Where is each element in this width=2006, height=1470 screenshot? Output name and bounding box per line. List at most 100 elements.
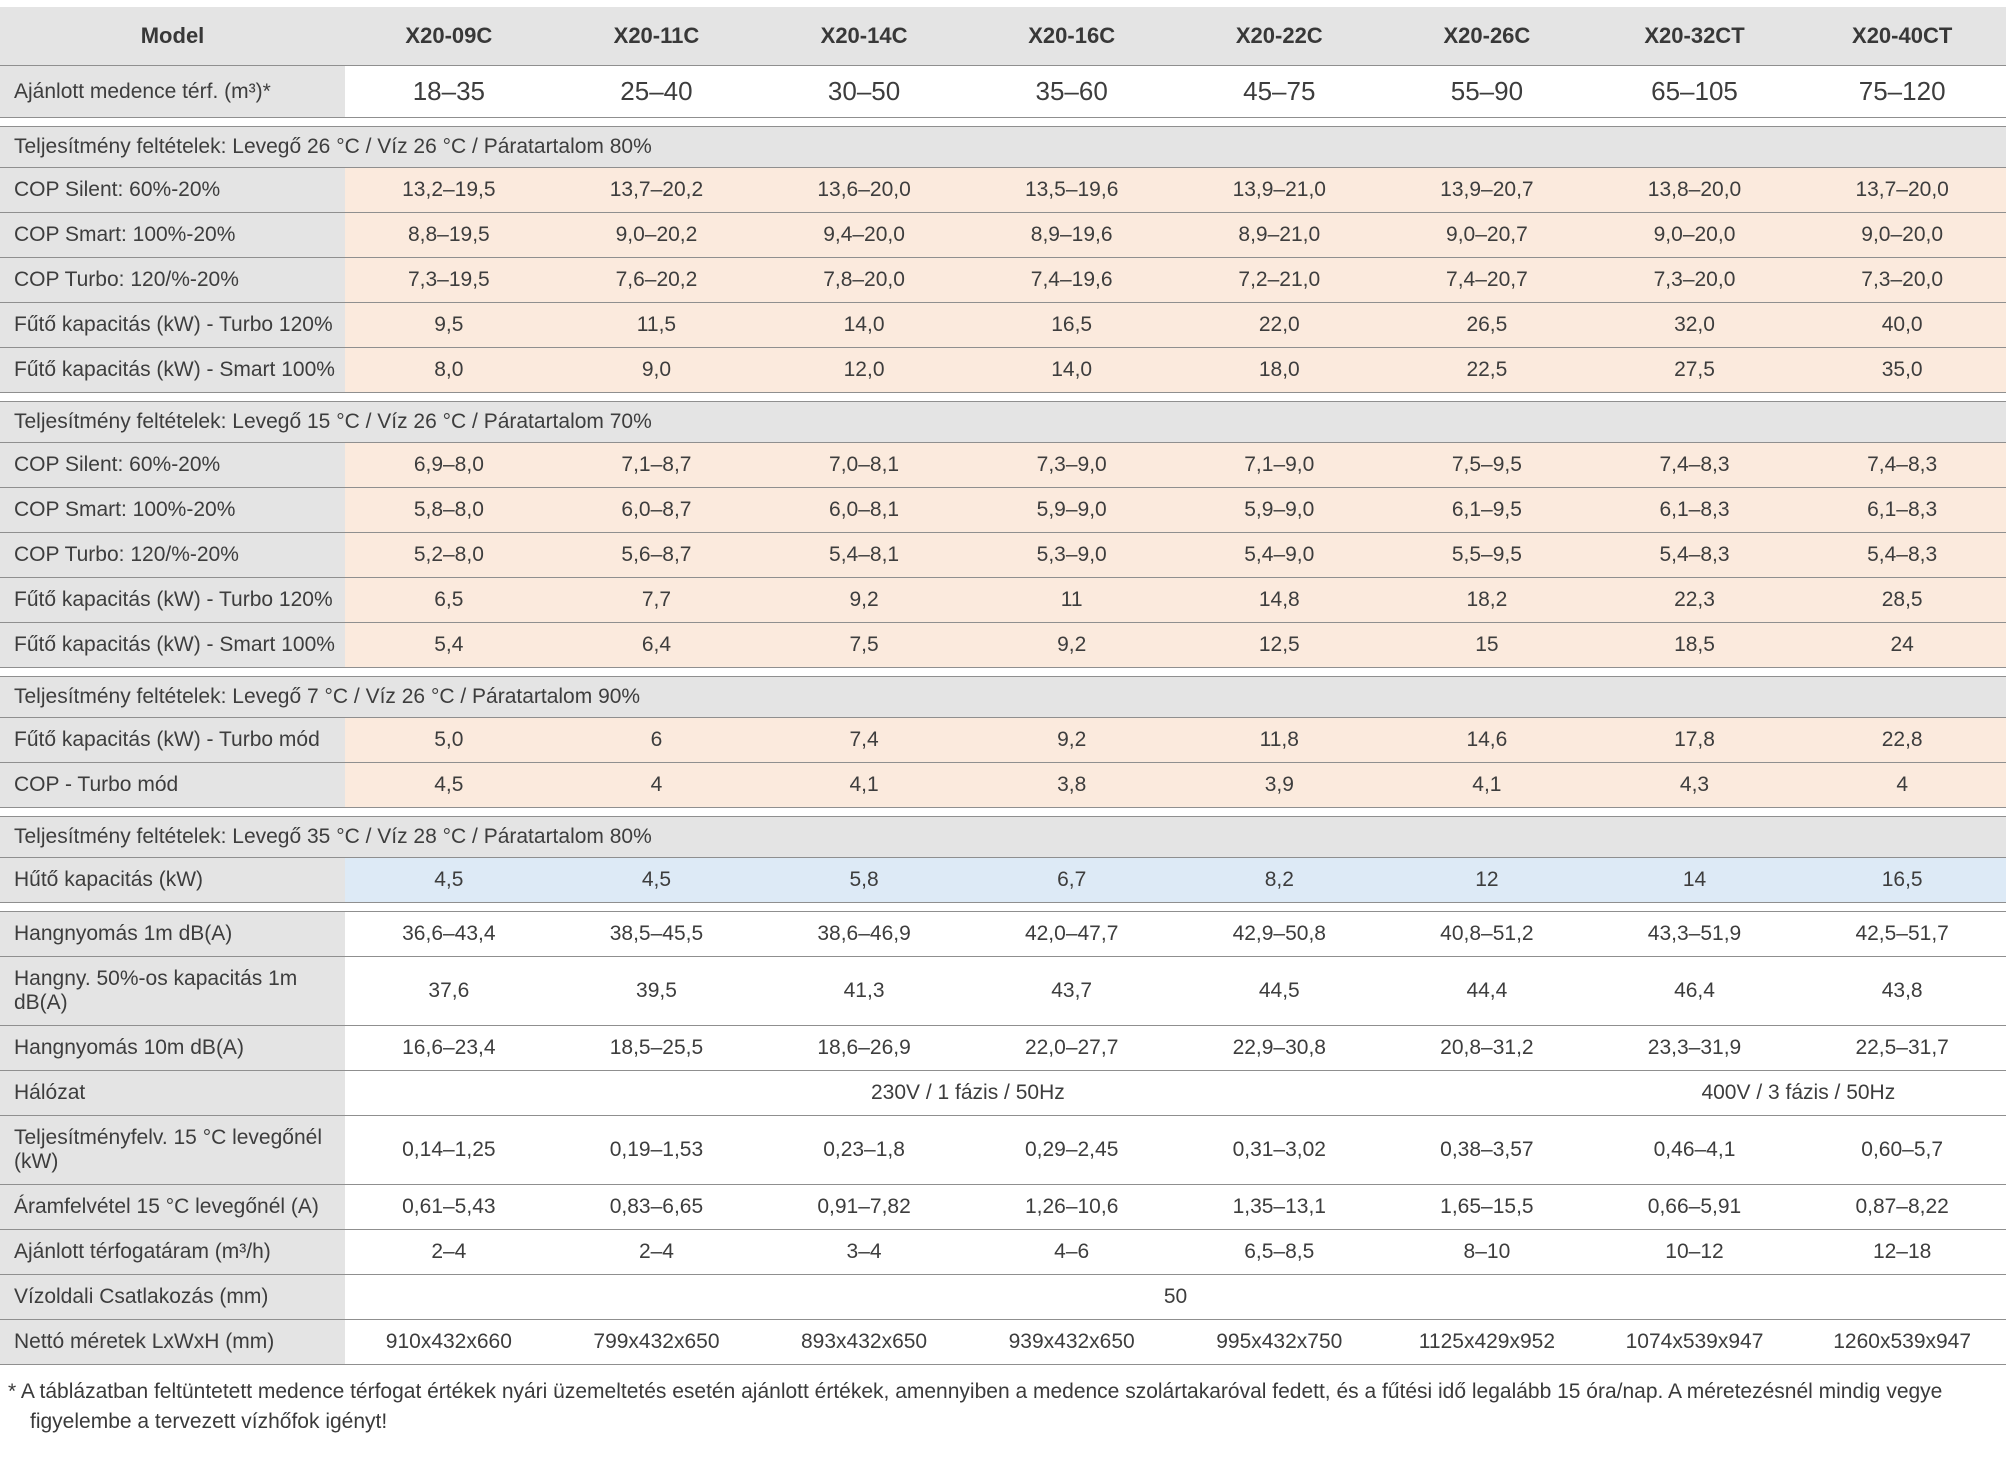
row-label: Ajánlott térfogatáram (m³/h): [0, 1229, 346, 1275]
spec-value: 6,5: [345, 577, 553, 623]
footnote: * A táblázatban feltüntetett medence tér…: [8, 1380, 1943, 1434]
spec-value: 7,3–19,5: [345, 257, 553, 303]
model-header-row: Model X20-09C X20-11C X20-14C X20-16C X2…: [0, 7, 2006, 66]
spec-value: 45–75: [1175, 65, 1384, 118]
spec-value: 11: [967, 577, 1176, 623]
spec-value: 4,3: [1590, 762, 1799, 808]
spec-value: 6,1–8,3: [1798, 487, 2006, 533]
spec-value: 38,5–45,5: [552, 911, 761, 957]
spec-value: 24: [1798, 622, 2006, 668]
spec-value: 0,31–3,02: [1175, 1115, 1384, 1185]
spec-value: 22,0–27,7: [967, 1025, 1176, 1071]
spec-value: 1074x539x947: [1590, 1319, 1799, 1365]
spec-value: 0,38–3,57: [1383, 1115, 1591, 1185]
spec-row: COP Smart: 100%-20% 5,8–8,0 6,0–8,7 6,0–8,1…: [0, 487, 2006, 533]
gap-cell: [0, 117, 2006, 127]
spec-value: 17,8: [1590, 717, 1799, 763]
spec-value: 35,0: [1798, 347, 2006, 393]
spec-value: 44,4: [1383, 956, 1591, 1026]
spec-row: Hangny. 50%-os kapacitás 1m dB(A) 37,6 39,…: [0, 956, 2006, 1026]
spec-table-body: Ajánlott medence térf. (m³)* 18–35 25–40 30…: [0, 65, 2006, 1365]
spec-value: 7,8–20,0: [760, 257, 968, 303]
spec-value: 1,35–13,1: [1175, 1184, 1384, 1230]
spec-value: 0,66–5,91: [1590, 1184, 1799, 1230]
row-label: Fűtő kapacitás (kW) - Turbo 120%: [0, 577, 346, 623]
spec-row: Ajánlott medence térf. (m³)* 18–35 25–40 30…: [0, 65, 2006, 118]
spec-value: 9,2: [967, 622, 1176, 668]
spec-value: 400V / 3 fázis / 50Hz: [1590, 1070, 2006, 1116]
spec-value: 35–60: [967, 65, 1176, 118]
spec-value: 6,0–8,7: [552, 487, 761, 533]
spec-value: 7,3–20,0: [1798, 257, 2006, 303]
spec-value: 0,61–5,43: [345, 1184, 553, 1230]
section-gap: [0, 902, 2006, 912]
spec-value: 36,6–43,4: [345, 911, 553, 957]
spec-value: 1,65–15,5: [1383, 1184, 1591, 1230]
spec-value: 5,9–9,0: [1175, 487, 1384, 533]
spec-value: 3–4: [760, 1229, 968, 1275]
spec-value: 13,8–20,0: [1590, 167, 1799, 213]
spec-value: 8,0: [345, 347, 553, 393]
spec-row: COP Smart: 100%-20% 8,8–19,5 9,0–20,2 9,4–2…: [0, 212, 2006, 258]
section-title: Teljesítmény feltételek: Levegő 7 °C / V…: [0, 676, 2006, 718]
spec-value: 13,7–20,0: [1798, 167, 2006, 213]
spec-value: 23,3–31,9: [1590, 1025, 1799, 1071]
row-label: Hűtő kapacitás (kW): [0, 857, 346, 903]
spec-value: 5,9–9,0: [967, 487, 1176, 533]
spec-value: 16,5: [967, 302, 1176, 348]
row-label: COP Turbo: 120/%-20%: [0, 532, 346, 578]
spec-value: 0,23–1,8: [760, 1115, 968, 1185]
spec-value: 7,4–19,6: [967, 257, 1176, 303]
spec-value: 40,8–51,2: [1383, 911, 1591, 957]
spec-value: 9,2: [967, 717, 1176, 763]
spec-value: 14,6: [1383, 717, 1591, 763]
spec-value: 43,7: [967, 956, 1176, 1026]
model-header-label: Model: [0, 7, 346, 66]
row-label: Nettó méretek LxWxH (mm): [0, 1319, 346, 1365]
spec-value: 893x432x650: [760, 1319, 968, 1365]
spec-value: 230V / 1 fázis / 50Hz: [345, 1070, 1591, 1116]
spec-value: 4,5: [345, 857, 553, 903]
spec-value: 42,5–51,7: [1798, 911, 2006, 957]
spec-value: 5,2–8,0: [345, 532, 553, 578]
gap-cell: [0, 392, 2006, 402]
spec-value: 0,91–7,82: [760, 1184, 968, 1230]
spec-row: Áramfelvétel 15 °C levegőnél (A) 0,61–5,4…: [0, 1184, 2006, 1230]
spec-value: 18,6–26,9: [760, 1025, 968, 1071]
spec-row: Hangnyomás 10m dB(A) 16,6–23,4 18,5–25,5 18…: [0, 1025, 2006, 1071]
spec-value: 0,83–6,65: [552, 1184, 761, 1230]
gap-cell: [0, 667, 2006, 677]
spec-value: 4,5: [345, 762, 553, 808]
spec-row: COP Silent: 60%-20% 6,9–8,0 7,1–8,7 7,0–8,1…: [0, 442, 2006, 488]
spec-row: COP Turbo: 120/%-20% 7,3–19,5 7,6–20,2 7,8–…: [0, 257, 2006, 303]
section-header-row: Teljesítmény feltételek: Levegő 15 °C / …: [0, 401, 2006, 443]
spec-value: 4,1: [760, 762, 968, 808]
spec-value: 7,5: [760, 622, 968, 668]
spec-value: 42,9–50,8: [1175, 911, 1384, 957]
spec-value: 2–4: [552, 1229, 761, 1275]
spec-value: 13,6–20,0: [760, 167, 968, 213]
spec-value: 22,8: [1798, 717, 2006, 763]
spec-value: 25–40: [552, 65, 761, 118]
heat-pump-spec-sheet: Model X20-09C X20-11C X20-14C X20-16C X2…: [0, 7, 2006, 1434]
model-column-header: X20-32CT: [1590, 7, 1799, 66]
spec-value: 44,5: [1175, 956, 1384, 1026]
spec-value: 46,4: [1590, 956, 1799, 1026]
spec-value: 4: [552, 762, 761, 808]
spec-value: 7,6–20,2: [552, 257, 761, 303]
spec-row: Teljesítményfelv. 15 °C levegőnél (kW) 0,…: [0, 1115, 2006, 1185]
spec-value: 10–12: [1590, 1229, 1799, 1275]
section-header-row: Teljesítmény feltételek: Levegő 26 °C / …: [0, 126, 2006, 168]
spec-value: 39,5: [552, 956, 761, 1026]
row-label: COP Smart: 100%-20%: [0, 487, 346, 533]
spec-row: Vízoldali Csatlakozás (mm) 50: [0, 1274, 2006, 1320]
section-title: Teljesítmény feltételek: Levegő 35 °C / …: [0, 816, 2006, 858]
section-header-row: Teljesítmény feltételek: Levegő 7 °C / V…: [0, 676, 2006, 718]
row-label: Hálózat: [0, 1070, 346, 1116]
spec-value: 18–35: [345, 65, 553, 118]
row-label: COP - Turbo mód: [0, 762, 346, 808]
spec-value: 13,9–21,0: [1175, 167, 1384, 213]
spec-value: 0,19–1,53: [552, 1115, 761, 1185]
model-column-header: X20-26C: [1383, 7, 1591, 66]
spec-value: 6,7: [967, 857, 1176, 903]
